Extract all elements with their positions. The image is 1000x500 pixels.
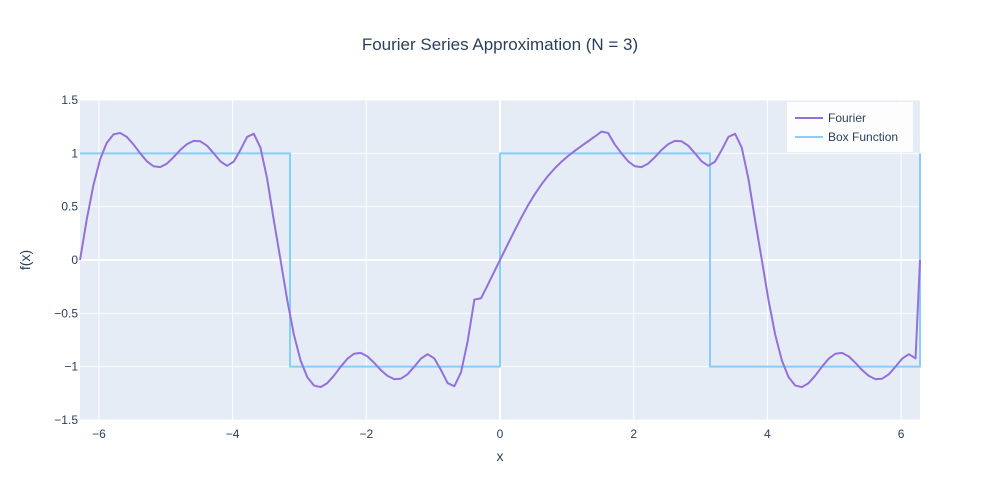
series-line-fourier: [79, 130, 921, 389]
y-tick-label: 0: [71, 253, 78, 267]
x-tick-label: −4: [226, 427, 240, 441]
legend-box: [787, 102, 913, 152]
x-tick-label: 6: [898, 427, 905, 441]
legend[interactable]: Fourier Box Function: [787, 102, 913, 152]
y-axis-title: f(x): [17, 250, 33, 270]
x-tick-label: 0: [497, 427, 504, 441]
x-axis-title: x: [497, 448, 504, 464]
legend-label-box-function[interactable]: Box Function: [828, 130, 898, 144]
x-tick-label: −2: [359, 427, 373, 441]
chart-title: Fourier Series Approximation (N = 3): [362, 35, 638, 54]
y-tick-label: 1: [71, 146, 78, 160]
y-tick-label: 0.5: [61, 200, 78, 214]
y-tick-label: −0.5: [54, 306, 78, 320]
y-tick-label: 1.5: [61, 93, 78, 107]
legend-label-fourier[interactable]: Fourier: [828, 111, 866, 125]
x-tick-label: −6: [92, 427, 106, 441]
y-tick-label: −1: [64, 360, 78, 374]
tick-labels: −6 −4 −2 0 2 4 6 −1.5 −1 −0.5 0 0.5 1 1.5: [54, 93, 904, 441]
series-layer: [79, 130, 921, 389]
x-tick-label: 2: [630, 427, 637, 441]
x-tick-label: 4: [764, 427, 771, 441]
series-line-box-function: [80, 152, 921, 368]
y-tick-label: −1.5: [54, 413, 78, 427]
